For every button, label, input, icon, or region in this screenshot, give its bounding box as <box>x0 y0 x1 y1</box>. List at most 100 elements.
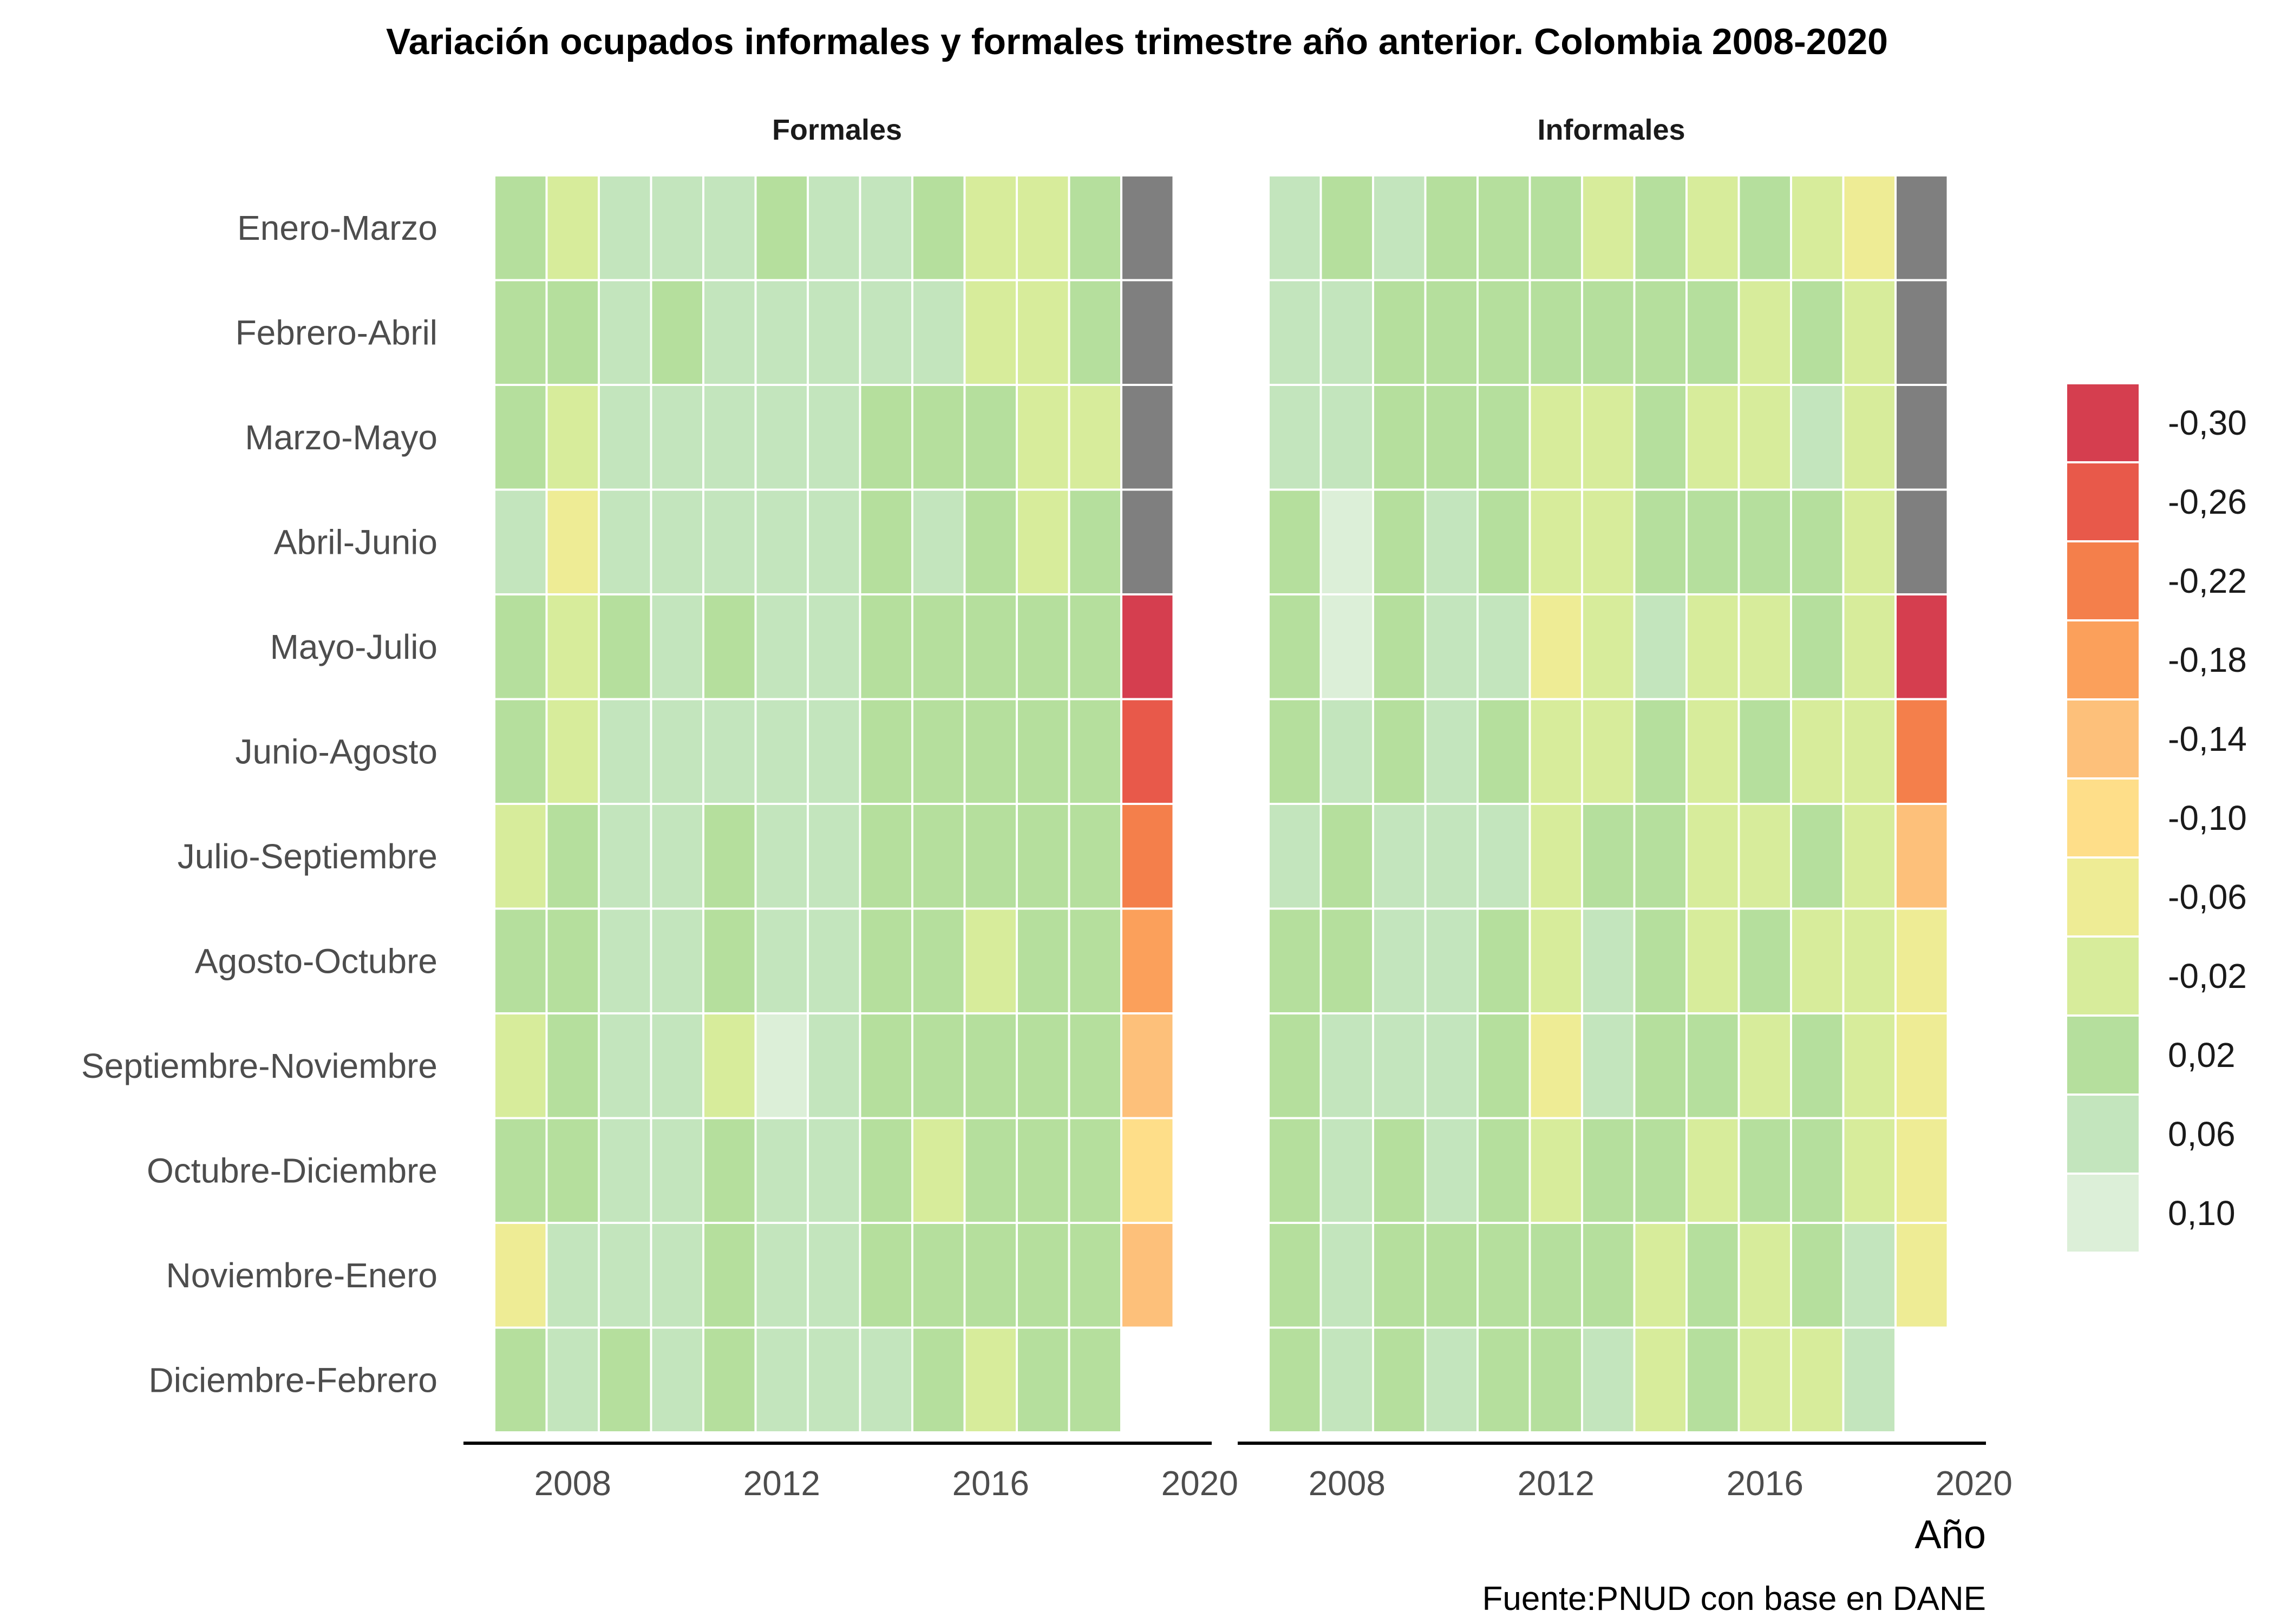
heatmap-cell <box>1319 907 1374 1014</box>
heatmap-cell <box>1476 593 1531 700</box>
heatmap-cell <box>598 1222 652 1329</box>
heatmap-cell <box>1016 384 1070 491</box>
heatmap-cell <box>1737 803 1792 910</box>
legend-label: 0,10 <box>2168 1194 2236 1233</box>
x-tick-label: 2020 <box>1161 1464 1238 1503</box>
heatmap-cell <box>1737 174 1792 281</box>
heatmap-cell <box>1476 279 1531 386</box>
heatmap-cell <box>702 698 757 805</box>
heatmap-cell <box>598 1326 652 1433</box>
heatmap-cell <box>1581 698 1636 805</box>
heatmap-cell <box>1842 803 1897 910</box>
heatmap-cell <box>650 1012 704 1119</box>
heatmap-cell <box>1528 1222 1583 1329</box>
heatmap-cell <box>1319 1222 1374 1329</box>
heatmap-cell <box>1068 279 1122 386</box>
heatmap-cell <box>650 384 704 491</box>
heatmap-cell <box>1790 488 1845 595</box>
heatmap-cell <box>1581 279 1636 386</box>
heatmap-cell <box>1685 593 1740 700</box>
heatmap-cell <box>702 1326 757 1433</box>
heatmap-cell <box>1267 698 1322 805</box>
heatmap-cell <box>1581 174 1636 281</box>
heatmap-cell <box>754 698 809 805</box>
heatmap-cell <box>859 1326 913 1433</box>
heatmap-cell <box>859 698 913 805</box>
legend-label: -0,10 <box>2168 798 2247 837</box>
heatmap-cell <box>1016 1012 1070 1119</box>
heatmap-cell <box>963 174 1018 281</box>
heatmap-cell <box>1894 593 1949 700</box>
heatmap-cell <box>1068 803 1122 910</box>
heatmap-cell <box>963 384 1018 491</box>
heatmap-cell <box>545 1326 600 1433</box>
heatmap-cell <box>650 698 704 805</box>
heatmap-cell <box>1842 698 1897 805</box>
heatmap-cell <box>807 907 861 1014</box>
heatmap-cell <box>1267 1117 1322 1224</box>
legend-label: -0,30 <box>2168 403 2247 442</box>
x-tick-label: 2008 <box>534 1464 611 1503</box>
legend-swatch <box>2065 698 2141 780</box>
y-label: Junio-Agosto <box>235 732 437 771</box>
heatmap-cell <box>1528 698 1583 805</box>
heatmap-cell <box>1476 907 1531 1014</box>
heatmap-cell <box>1581 803 1636 910</box>
heatmap-cell <box>1424 384 1479 491</box>
heatmap-cell <box>598 698 652 805</box>
y-label: Mayo-Julio <box>270 627 437 666</box>
heatmap-cell <box>1476 1326 1531 1433</box>
heatmap-cell <box>545 384 600 491</box>
heatmap-cell <box>545 698 600 805</box>
heatmap-cell <box>1581 1117 1636 1224</box>
heatmap-cell <box>859 174 913 281</box>
y-label: Agosto-Octubre <box>195 941 437 980</box>
heatmap-cell <box>963 279 1018 386</box>
heatmap-cell <box>1581 384 1636 491</box>
heatmap-cell <box>1372 1012 1427 1119</box>
heatmap-cell <box>963 803 1018 910</box>
heatmap-cell <box>859 593 913 700</box>
heatmap-cell <box>1424 593 1479 700</box>
heatmap-cell <box>1016 593 1070 700</box>
heatmap-cell <box>598 1012 652 1119</box>
y-label: Noviembre-Enero <box>166 1256 437 1295</box>
heatmap-cell <box>1685 907 1740 1014</box>
heatmap-cell <box>493 279 548 386</box>
heatmap-cell <box>963 1117 1018 1224</box>
legend-swatch <box>2065 1173 2141 1254</box>
heatmap-cell <box>493 907 548 1014</box>
heatmap-cell <box>598 279 652 386</box>
heatmap-cell <box>754 1117 809 1224</box>
heatmap-cell <box>650 907 704 1014</box>
heatmap-cell <box>1737 1326 1792 1433</box>
heatmap-cell <box>1120 279 1175 386</box>
heatmap-cell <box>1842 384 1897 491</box>
heatmap-cell <box>1528 907 1583 1014</box>
heatmap-cell <box>1267 803 1322 910</box>
heatmap-cell <box>1424 698 1479 805</box>
heatmap-cell <box>1068 384 1122 491</box>
x-axis-title: Año <box>1914 1512 1986 1557</box>
heatmap-cell <box>1372 1326 1427 1433</box>
legend-label: 0,02 <box>2168 1036 2236 1075</box>
heatmap-cell <box>754 488 809 595</box>
heatmap-cell <box>1894 279 1949 386</box>
heatmap-cell <box>963 1222 1018 1329</box>
heatmap-cell <box>1581 1222 1636 1329</box>
heatmap-cell <box>807 593 861 700</box>
y-label: Diciembre-Febrero <box>149 1360 437 1399</box>
heatmap-cell <box>1685 1326 1740 1433</box>
heatmap-cell <box>1842 1326 1897 1433</box>
heatmap-cell <box>702 803 757 910</box>
heatmap-cell <box>1581 1326 1636 1433</box>
heatmap-cell <box>598 907 652 1014</box>
heatmap-cell <box>859 1117 913 1224</box>
heatmap-cell <box>1016 488 1070 595</box>
heatmap-cell <box>1790 174 1845 281</box>
heatmap-cell <box>963 488 1018 595</box>
heatmap-cell <box>911 384 966 491</box>
heatmap-cell <box>650 593 704 700</box>
heatmap-cell <box>1842 488 1897 595</box>
